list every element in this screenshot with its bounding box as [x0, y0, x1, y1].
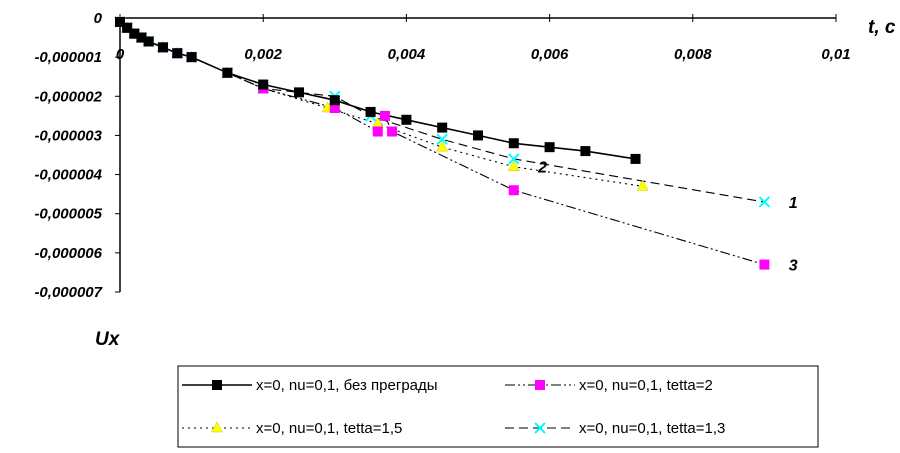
data-point-series-1 — [186, 52, 197, 63]
x-tick-label: 0,01 — [821, 46, 850, 63]
x-tick-label: 0 — [116, 46, 125, 63]
data-point-series-1 — [401, 114, 412, 125]
data-point-series-1 — [365, 106, 376, 117]
data-point-series-4 — [436, 133, 448, 146]
legend-label: x=0, nu=0,1, tetta=2 — [579, 377, 713, 394]
curve-label: 1 — [789, 195, 798, 212]
y-tick-label: -0,000003 — [34, 127, 102, 144]
y-axis-title: Ux — [95, 329, 121, 350]
x-axis-title: t, c — [868, 17, 896, 38]
data-point-series-2 — [387, 126, 398, 137]
data-point-series-4 — [508, 153, 520, 165]
series-line-4 — [119, 21, 765, 203]
curve-labels: 1 2 3 — [537, 160, 798, 275]
y-tick-label: -0,000005 — [34, 206, 102, 223]
data-point-series-3 — [636, 179, 649, 191]
data-point-series-1 — [115, 16, 125, 27]
series-markers — [114, 15, 771, 270]
legend-item: x=0, nu=0,1, tetta=1,5 — [182, 420, 402, 437]
x-tick-label: 0,008 — [674, 46, 712, 63]
data-point-series-1 — [258, 79, 269, 90]
y-tick-label: -0,000007 — [34, 284, 102, 301]
data-point-series-1 — [294, 87, 304, 98]
data-point-series-2 — [372, 126, 383, 137]
data-point-series-1 — [143, 36, 154, 47]
data-point-series-4 — [758, 196, 771, 208]
x-tick-label: 0,004 — [388, 46, 426, 63]
data-point-series-2 — [759, 259, 770, 270]
y-tick-label: -0,000002 — [34, 88, 102, 105]
data-point-series-1 — [473, 130, 483, 141]
data-point-series-1 — [544, 142, 555, 153]
x-tick-label: 0,006 — [531, 46, 569, 63]
data-point-series-1 — [172, 48, 183, 59]
legend-label: x=0, nu=0,1, tetta=1,5 — [256, 420, 402, 437]
data-point-series-1 — [508, 138, 519, 149]
curve-label: 2 — [537, 160, 547, 177]
y-tick-label: -0,000004 — [34, 167, 102, 184]
legend-label: x=0, nu=0,1, без преграды — [256, 377, 438, 394]
series-line-1 — [119, 21, 636, 160]
curve-label: 3 — [789, 258, 798, 275]
legend-label: x=0, nu=0,1, tetta=1,3 — [579, 420, 725, 437]
y-tick-label: -0,000001 — [34, 49, 102, 66]
legend-marker — [534, 422, 546, 434]
legend-marker — [211, 421, 223, 433]
data-point-series-2 — [379, 110, 390, 121]
legend-marker — [535, 380, 545, 390]
axes: 0 0,002 0,004 0,006 0,008 0,01 0 -0,000001 -0,00… — [34, 10, 850, 301]
y-tick-label: -0,000006 — [34, 245, 102, 262]
legend-box — [177, 365, 819, 448]
data-point-series-1 — [222, 67, 233, 78]
legend-marker — [212, 380, 222, 390]
series-line-3 — [119, 21, 643, 187]
data-point-series-3 — [507, 160, 520, 171]
data-point-series-1 — [580, 146, 591, 157]
data-point-series-1 — [329, 95, 340, 106]
x-tick-label: 0,002 — [244, 46, 282, 63]
data-point-series-1 — [630, 153, 641, 164]
legend: x=0, nu=0,1, без преграды x=0, nu=0,1, te… — [182, 377, 725, 437]
legend-item: x=0, nu=0,1, без преграды — [182, 377, 438, 394]
data-point-series-1 — [122, 22, 133, 33]
data-point-series-1 — [157, 42, 168, 53]
legend-item: x=0, nu=0,1, tetta=2 — [505, 377, 713, 394]
y-tick-label: 0 — [94, 10, 103, 27]
data-point-series-2 — [508, 185, 519, 196]
data-point-series-1 — [437, 122, 448, 133]
data-point-series-3 — [436, 140, 449, 152]
legend-item: x=0, nu=0,1, tetta=1,3 — [505, 420, 725, 437]
